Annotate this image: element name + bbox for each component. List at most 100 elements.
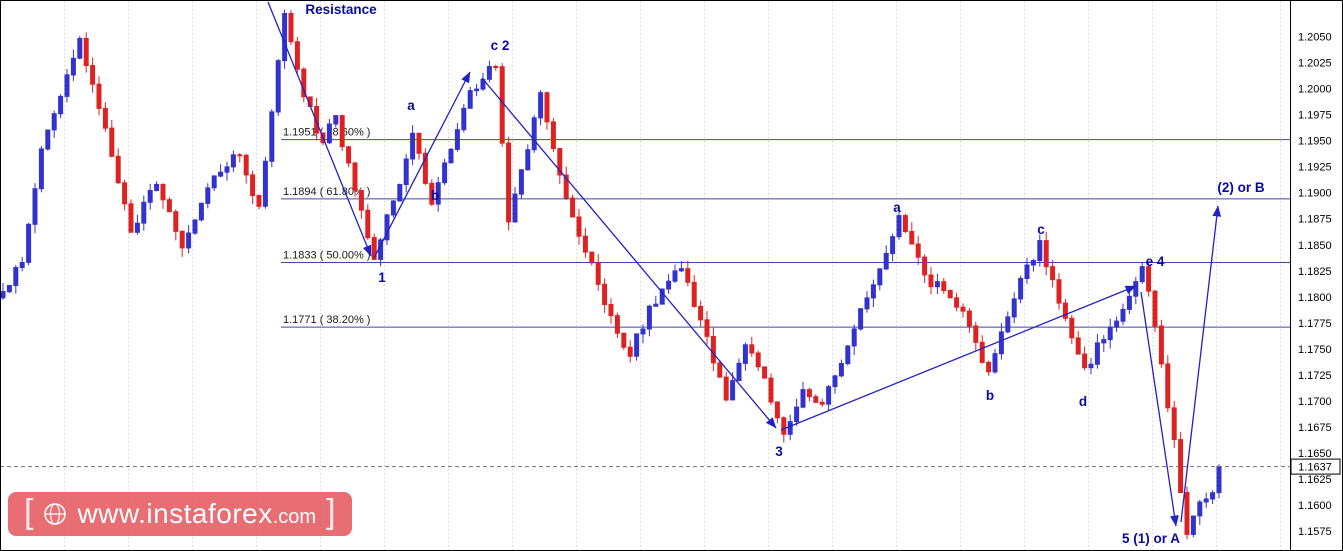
candle — [115, 155, 121, 184]
axis-tick: 1.1925 — [1298, 162, 1332, 174]
candle — [544, 92, 550, 123]
candle — [352, 162, 358, 192]
candle — [141, 201, 147, 224]
axis-tick: 1.1850 — [1298, 240, 1332, 252]
candle — [870, 284, 876, 299]
axis-tick: 1.2025 — [1298, 58, 1332, 70]
candle — [627, 346, 633, 357]
candle — [26, 223, 32, 263]
candle — [678, 268, 684, 272]
candle — [1216, 466, 1222, 494]
candle — [1043, 240, 1049, 268]
candle — [1152, 290, 1158, 327]
candle — [1107, 326, 1113, 341]
candle — [288, 13, 294, 43]
candle — [346, 146, 352, 164]
candle — [595, 262, 601, 285]
candle — [154, 183, 160, 191]
candle — [960, 306, 966, 312]
candle — [1056, 279, 1062, 304]
candle — [1210, 492, 1216, 500]
wave-arrow — [373, 71, 471, 259]
candle — [506, 142, 512, 223]
candle — [563, 174, 569, 199]
axis-tick: 1.1650 — [1298, 448, 1332, 460]
candle — [230, 154, 236, 168]
candle — [742, 344, 748, 364]
candle — [486, 66, 492, 80]
candle — [1024, 264, 1030, 279]
candle — [1165, 363, 1171, 409]
axis-tick: 1.1725 — [1298, 370, 1332, 382]
fib-level-label: 1.1951 ( 78.60% ) — [283, 127, 370, 139]
candle — [973, 325, 979, 343]
candle — [890, 236, 896, 254]
candle — [499, 66, 505, 144]
wave-label: b — [431, 188, 439, 203]
candle — [928, 274, 934, 288]
candle — [794, 406, 800, 423]
candle — [211, 175, 217, 189]
candle — [70, 57, 76, 76]
axis-tick: 1.1975 — [1298, 110, 1332, 122]
candle — [1120, 308, 1126, 322]
watermark-bracket-left: [ — [24, 493, 34, 531]
candle — [282, 13, 288, 62]
candle — [525, 149, 531, 171]
wave-label: 5 (1) or A — [1122, 531, 1180, 546]
wave-label: e 4 — [1146, 254, 1165, 269]
wave-label: b — [986, 388, 994, 403]
candle — [422, 152, 428, 184]
axis-tick: 1.1600 — [1298, 500, 1332, 512]
candle — [858, 308, 864, 330]
candle — [96, 83, 102, 109]
fibonacci-retracement: 1.1951 ( 78.60% ) 1.1894 ( 61.80% ) 1.1833… — [281, 127, 1290, 328]
candle — [838, 363, 844, 377]
candle — [653, 303, 659, 307]
candle — [986, 361, 992, 373]
candle — [1062, 302, 1068, 319]
candle — [691, 281, 697, 307]
candle — [416, 132, 422, 154]
candle — [819, 401, 825, 405]
candle — [704, 319, 710, 337]
candle — [83, 38, 89, 66]
candle — [109, 127, 115, 157]
current-price-value: 1.1637 — [1298, 462, 1332, 474]
fib-level-label: 1.1833 ( 50.00% ) — [283, 250, 370, 262]
candle — [864, 297, 870, 310]
current-price-marker: 1.1637 — [0, 458, 1341, 475]
wave-label: c — [1037, 222, 1045, 237]
candle — [1030, 260, 1036, 266]
candle — [294, 41, 300, 70]
candle — [122, 182, 128, 205]
candle — [717, 362, 723, 378]
candle — [736, 362, 742, 382]
candle — [589, 251, 595, 264]
candle — [800, 389, 806, 408]
candle — [1082, 353, 1088, 369]
watermark-url-suffix: .com — [272, 506, 317, 528]
candle — [461, 107, 467, 131]
candle — [102, 107, 108, 129]
candle — [550, 121, 556, 150]
candle — [768, 377, 774, 403]
watermark-url: www.instaforex.com — [77, 498, 316, 530]
candle — [45, 129, 51, 150]
candle — [243, 154, 249, 176]
candle — [192, 219, 198, 234]
candle — [77, 38, 83, 59]
candle — [1197, 501, 1203, 517]
candle — [774, 401, 780, 419]
axis-tick: 1.2000 — [1298, 84, 1332, 96]
candle — [134, 222, 140, 233]
axis-tick: 1.1950 — [1298, 136, 1332, 148]
candle — [205, 187, 211, 204]
candle — [1146, 266, 1152, 292]
candle — [685, 268, 691, 283]
elliott-wave-labels: Resistance c 2 a b 1 3 a b c d e 4 5 (1) or A (2) or… — [305, 2, 1265, 546]
candle — [51, 113, 57, 131]
candle — [902, 215, 908, 233]
candle — [582, 235, 588, 253]
candle — [1011, 298, 1017, 318]
